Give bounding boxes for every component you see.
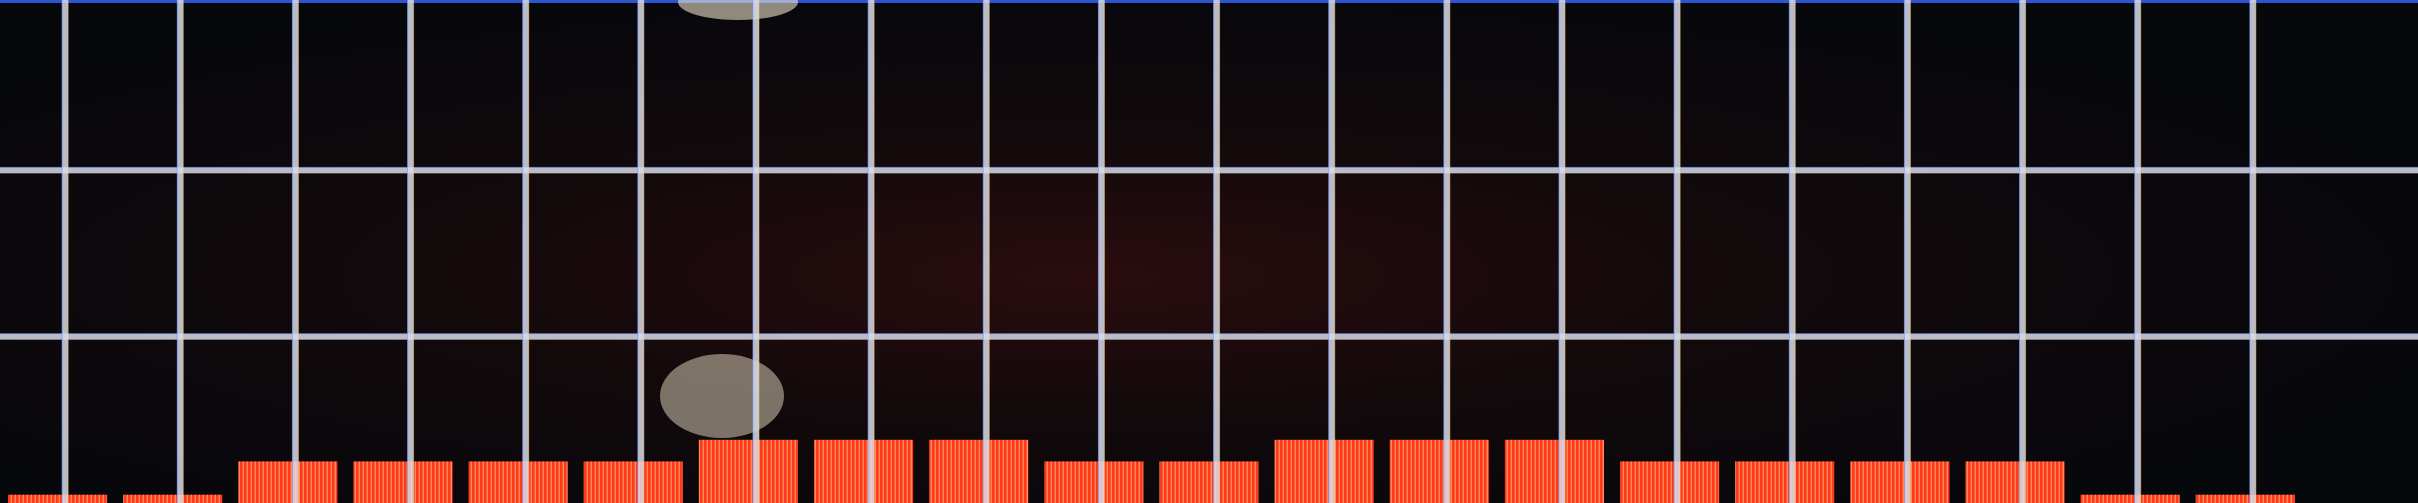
bar-1 <box>8 494 108 503</box>
bar-9 <box>929 439 1029 503</box>
grid-line-vertical <box>2134 0 2141 503</box>
bar-17 <box>1850 461 1950 503</box>
grid-line-vertical <box>1328 0 1335 503</box>
bar-12 <box>1274 439 1374 503</box>
grid-line-vertical <box>1674 0 1681 503</box>
grid-line-horizontal <box>0 167 2418 174</box>
bar-20 <box>2195 494 2295 503</box>
bar-19 <box>2080 494 2180 503</box>
grid-line-vertical <box>1789 0 1796 503</box>
grid-line-vertical <box>407 0 414 503</box>
grid-line-vertical <box>1559 0 1565 503</box>
top-frame-line <box>0 0 2418 3</box>
bar-10 <box>1044 461 1144 503</box>
bar-6 <box>583 461 683 503</box>
bar-15 <box>1620 461 1720 503</box>
grid-line-vertical <box>522 0 529 503</box>
grid-line-vertical <box>1443 0 1450 503</box>
bar-7 <box>698 439 798 503</box>
glare-bottom <box>660 354 784 438</box>
bar-2 <box>123 494 223 503</box>
grid-line-vertical <box>2019 0 2026 503</box>
grid-line-vertical <box>292 0 299 503</box>
grid-line-vertical <box>177 0 184 503</box>
grid-line-horizontal <box>0 333 2418 340</box>
bar-5 <box>468 461 568 503</box>
bar-4 <box>353 461 453 503</box>
bar-13 <box>1389 439 1489 503</box>
grid-line-vertical <box>62 0 69 503</box>
bar-16 <box>1735 461 1835 503</box>
glare-top <box>678 0 798 20</box>
bar-3 <box>238 461 338 503</box>
bar-18 <box>1965 461 2065 503</box>
grid-line-vertical <box>983 0 990 503</box>
bar-14 <box>1504 439 1604 503</box>
grid-line-vertical <box>2249 0 2256 503</box>
grid-line-vertical <box>637 0 644 503</box>
grid-line-vertical <box>1904 0 1911 503</box>
grid-line-vertical <box>1213 0 1220 503</box>
grid-line-vertical <box>868 0 875 503</box>
grid-line-vertical <box>1098 0 1105 503</box>
grid-line-vertical <box>753 0 759 503</box>
bar-8 <box>814 439 914 503</box>
bar-11 <box>1159 461 1259 503</box>
